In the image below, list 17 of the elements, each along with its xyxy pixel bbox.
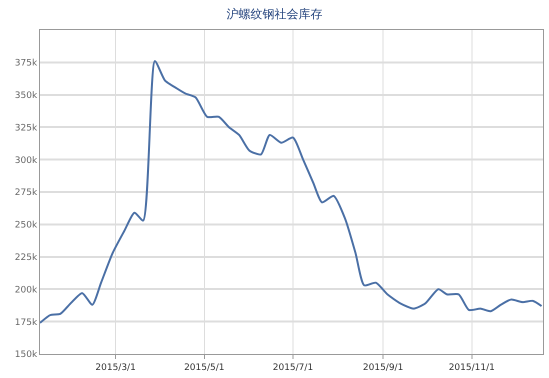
- x-tick-label: 2015/3/1: [95, 362, 136, 373]
- y-tick-label: 375k: [14, 58, 38, 69]
- y-tick-label: 150k: [14, 350, 38, 360]
- y-tick-label: 225k: [14, 252, 38, 263]
- y-tick-label: 350k: [14, 90, 38, 101]
- x-tick-label: 2015/7/1: [272, 362, 314, 373]
- y-tick-label: 175k: [14, 318, 38, 328]
- chart-title: 沪螺纹钢社会库存: [226, 6, 322, 21]
- line-series: [40, 60, 543, 324]
- x-tick-label: 2015/5/1: [184, 362, 224, 373]
- y-tick-label: 200k: [14, 285, 38, 296]
- y-tick-label: 275k: [14, 188, 38, 198]
- x-tick-label: 2015/9/1: [362, 362, 404, 373]
- x-tick-label: 2015/11/1: [448, 362, 495, 373]
- y-tick-label: 300k: [14, 156, 38, 166]
- y-tick-label: 325k: [14, 123, 38, 134]
- y-tick-label: 250k: [14, 220, 38, 231]
